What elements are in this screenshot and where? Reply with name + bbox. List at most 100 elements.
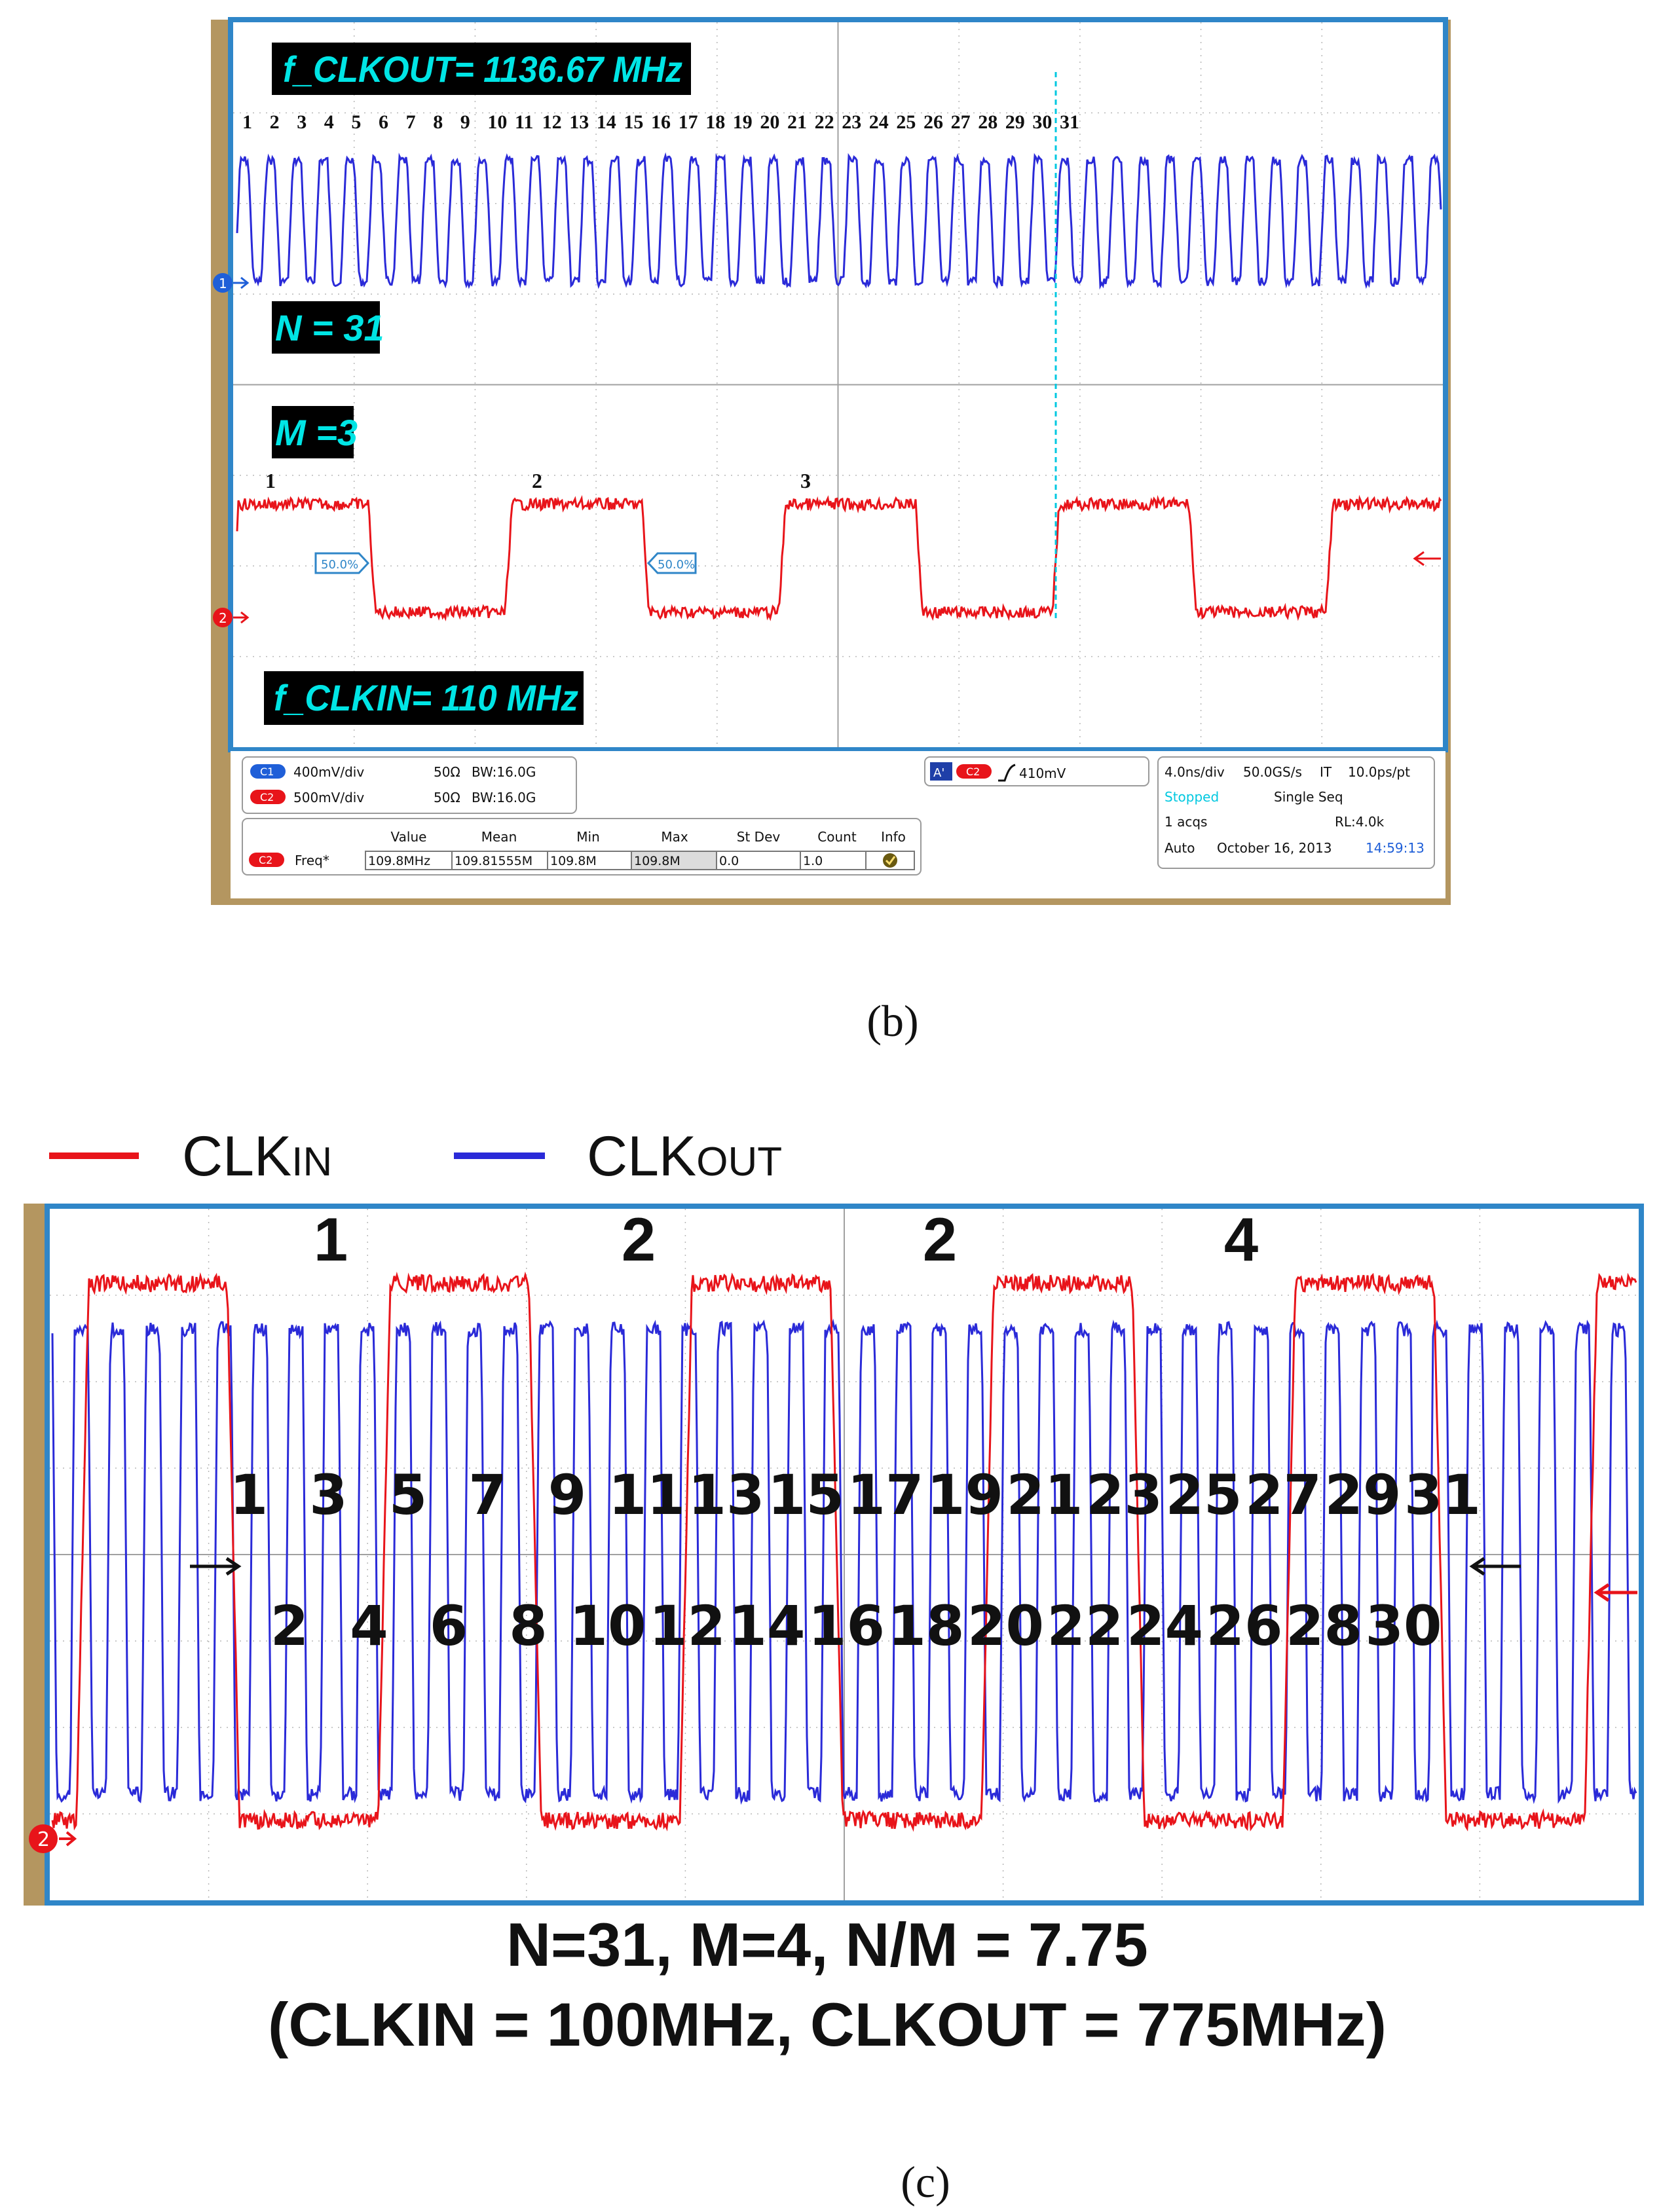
resolution: 10.0ps/pt (1348, 764, 1410, 780)
odd-cycle-number: 15 (768, 1463, 844, 1527)
cycle-number: 8 (433, 111, 443, 133)
measurement-row: 109.8MHz 109.81555M 109.8M 109.8M 0.0 1.0 (365, 851, 867, 870)
odd-cycle-numbers-c: 1 3 5 7 9 11 13 15 17 19 21 23 25 27 29 31 (230, 1463, 1481, 1527)
svg-text:C1: C1 (260, 765, 274, 778)
input-cycle-number: 1 (265, 469, 276, 492)
measurement-header: St Dev (737, 829, 781, 845)
capture-time: 14:59:13 (1366, 840, 1425, 856)
scope-b-grid (233, 22, 1443, 747)
odd-cycle-number: 3 (309, 1463, 347, 1527)
cycle-number: 21 (787, 111, 807, 133)
odd-cycle-number: 17 (848, 1463, 924, 1527)
label-m: M =3 (275, 412, 358, 453)
c1-bandwidth: BW:16.0G (472, 764, 536, 780)
clkin-trace-c (51, 1271, 1637, 1832)
measurement-header: Info (881, 829, 906, 845)
odd-cycle-number: 19 (927, 1463, 1003, 1527)
measurement-header: Count (817, 829, 857, 845)
trigger-a-label: A' (933, 766, 944, 780)
rising-edge-icon (998, 764, 1016, 782)
label-fout-bg (272, 43, 691, 95)
label-m-bg (272, 406, 354, 458)
measurement-header: Mean (481, 829, 517, 845)
clkout-trace-b (236, 152, 1442, 290)
scope-c-grid (50, 1209, 1639, 1900)
acquisition-box: 4.0ns/div 50.0GS/s IT 10.0ps/pt Stopped … (1157, 756, 1435, 869)
odd-cycle-number: 23 (1086, 1463, 1163, 1527)
even-cycle-number: 26 (1206, 1594, 1283, 1658)
caption-c: (c) (901, 2157, 950, 2207)
measurement-header: Max (661, 829, 688, 845)
ch1-marker-b: 1 (213, 273, 250, 293)
measurement-header: Value (391, 829, 427, 845)
input-cycle-number: 3 (800, 469, 811, 492)
cycle-number: 11 (515, 111, 533, 133)
svg-text:2: 2 (219, 610, 227, 626)
even-cycle-number: 28 (1286, 1594, 1362, 1658)
cycle-number: 27 (951, 111, 971, 133)
clkin-trace-b (236, 494, 1442, 621)
label-fout: f_CLKOUT= 1136.67 MHz (283, 48, 682, 90)
measurement-value: 109.81555M (455, 854, 532, 868)
channel-settings-box: C1 400mV/div 50Ω BW:16.0G C2 500mV/div 5… (242, 756, 577, 814)
cycle-number: 15 (624, 111, 643, 133)
odd-cycle-number: 25 (1166, 1463, 1242, 1527)
svg-text:2: 2 (37, 1828, 50, 1851)
cycle-number: 19 (733, 111, 753, 133)
legend-clkin-label: CLKIN (182, 1125, 332, 1188)
measurement-value: 109.8M (634, 854, 680, 868)
measurement-value: 1.0 (803, 854, 823, 868)
measurement-cell (800, 851, 867, 870)
cycle-number: 25 (896, 111, 916, 133)
cycle-number: 10 (487, 111, 507, 133)
measurement-value: 109.8M (550, 854, 597, 868)
cycle-number: 7 (406, 111, 416, 133)
even-cycle-number: 24 (1127, 1594, 1203, 1658)
even-cycle-number: 30 (1366, 1594, 1442, 1658)
measurement-cell (716, 851, 801, 870)
measurement-table: Value Mean Min Max St Dev Count Info C2 Freq* … (242, 818, 922, 876)
cycle-number: 1 (242, 111, 252, 133)
acquisition-count: 1 acqs (1165, 814, 1207, 830)
cycle-number: 22 (815, 111, 834, 133)
svg-text:C2: C2 (260, 791, 274, 803)
cycle-number: 16 (651, 111, 671, 133)
odd-cycle-number: 27 (1245, 1463, 1322, 1527)
odd-cycle-number: 11 (608, 1463, 685, 1527)
sample-rate: 50.0GS/s (1243, 764, 1302, 780)
timebase: 4.0ns/div (1165, 764, 1225, 780)
even-cycle-number: 14 (729, 1594, 806, 1658)
c1-badge (250, 764, 286, 779)
threshold-marker-left: 50.0% (314, 552, 370, 574)
odd-cycle-number: 21 (1007, 1463, 1083, 1527)
odd-cycle-number: 29 (1325, 1463, 1402, 1527)
input-cycle-number-row-b: 1 2 3 (265, 469, 811, 492)
input-cycle-number: 1 (314, 1205, 348, 1274)
cycle-number: 31 (1060, 111, 1079, 133)
caption-b: (b) (867, 996, 918, 1046)
c2-bandwidth: BW:16.0G (472, 790, 536, 805)
svg-text:1: 1 (219, 276, 227, 291)
cycle-number: 28 (978, 111, 997, 133)
cycle-number: 13 (569, 111, 589, 133)
capture-date: October 16, 2013 (1217, 840, 1332, 856)
cycle-number: 20 (760, 111, 779, 133)
trigger-channel: C2 (966, 765, 980, 778)
info-ok-icon (883, 853, 897, 868)
even-cycle-number: 16 (808, 1594, 885, 1658)
measurement-value: 0.0 (719, 854, 739, 868)
cycle-number: 24 (869, 111, 889, 133)
label-fin: f_CLKIN= 110 MHz (274, 677, 578, 718)
even-cycle-number: 22 (1047, 1594, 1124, 1658)
summary-line-1: N=31, M=4, N/M = 7.75 (506, 1910, 1148, 1979)
c2-impedance: 50Ω (434, 790, 460, 805)
even-cycle-number: 10 (570, 1594, 646, 1658)
cycle-number: 17 (679, 111, 698, 133)
scope-b: 1 2 3 4 5 6 7 8 9 10 11 12 13 14 15 16 17 18 19 20 21 22 23 24 2… (211, 17, 1451, 905)
c1-scale: 400mV/div (293, 764, 364, 780)
cycle-number: 26 (923, 111, 943, 133)
odd-cycle-number: 5 (389, 1463, 427, 1527)
measurement-header: Min (576, 829, 600, 845)
legend-c: CLKIN CLKOUT (49, 1125, 782, 1188)
